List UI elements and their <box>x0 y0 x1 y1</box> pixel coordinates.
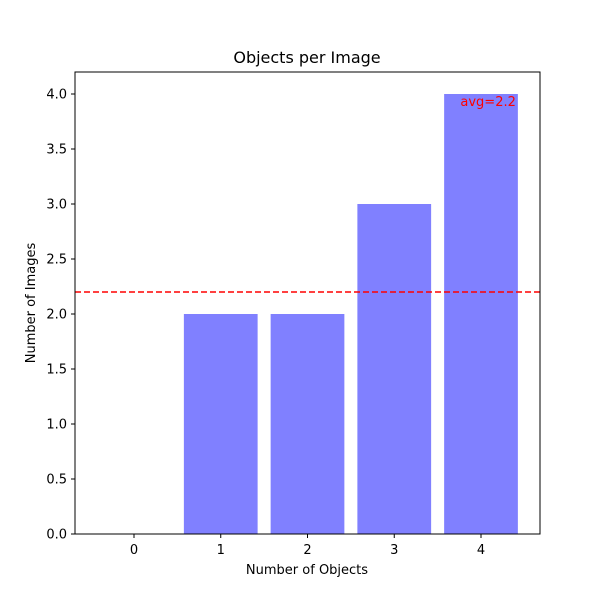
x-tick-label: 2 <box>303 543 311 558</box>
y-axis: 0.0 0.5 1.0 1.5 2.0 2.5 3.0 3.5 4.0 <box>46 88 75 543</box>
plot-frame <box>74 71 541 535</box>
bar-4 <box>444 94 518 534</box>
y-tick-label: 2.5 <box>46 253 67 268</box>
chart-title: Objects per Image <box>233 48 380 67</box>
bar-2 <box>270 314 345 534</box>
y-tick-label: 0.5 <box>46 473 67 488</box>
bar-3 <box>357 204 432 534</box>
y-tick-label: 1.0 <box>46 418 67 433</box>
x-tick-label: 4 <box>477 543 485 558</box>
x-tick-label: 3 <box>390 543 398 558</box>
x-tick-label: 1 <box>217 543 225 558</box>
bars-layer <box>183 94 518 534</box>
y-tick-label: 0.0 <box>46 528 67 543</box>
y-tick-label: 4.0 <box>46 88 67 103</box>
x-axis-label: Number of Objects <box>246 563 368 578</box>
y-tick-label: 1.5 <box>46 363 67 378</box>
x-axis: 0 1 2 3 4 <box>130 534 485 558</box>
bar-1 <box>183 314 258 534</box>
y-tick-label: 3.0 <box>46 198 67 213</box>
y-tick-label: 2.0 <box>46 308 67 323</box>
average-annotation: avg=2.2 <box>460 95 515 110</box>
y-tick-label: 3.5 <box>46 143 67 158</box>
x-tick-label: 0 <box>130 543 138 558</box>
reference-line-layer: avg=2.2 <box>75 95 540 293</box>
y-axis-label: Number of Images <box>24 243 39 364</box>
